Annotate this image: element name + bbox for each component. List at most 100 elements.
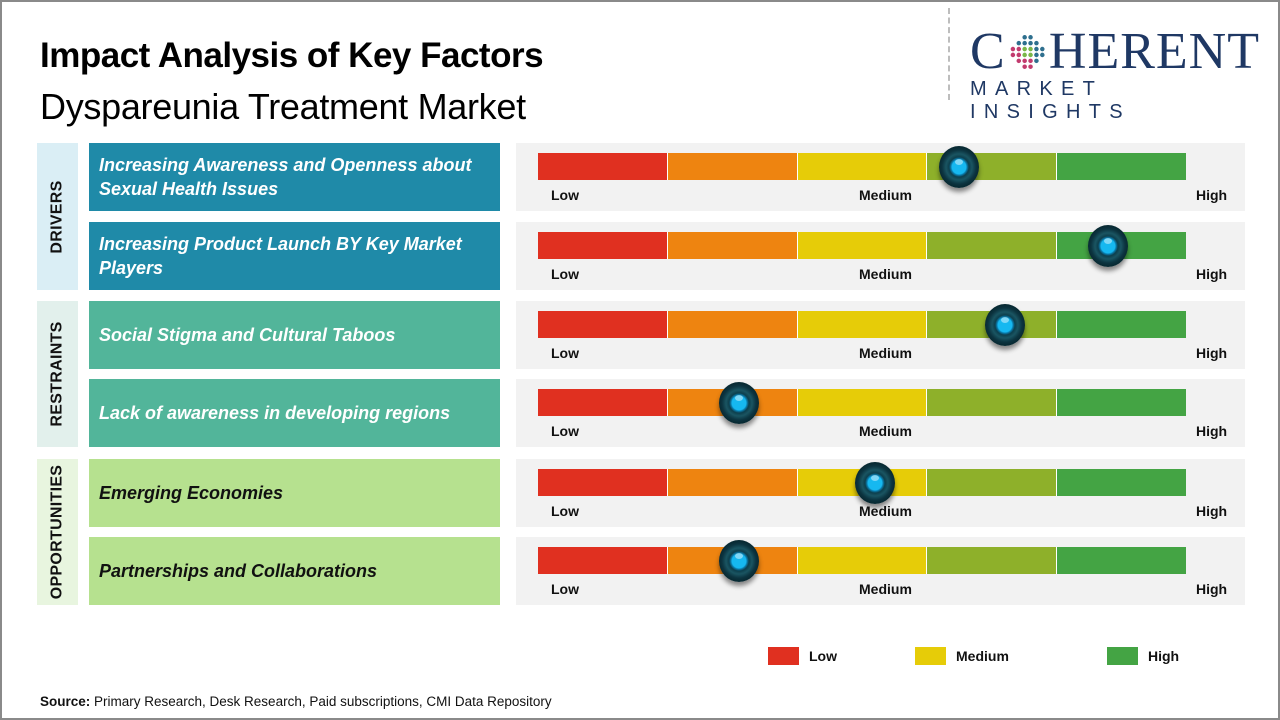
globe-dot [1016, 52, 1021, 58]
impact-gauge-panel: Low Medium High [516, 537, 1245, 605]
impact-gauge-panel: Low Medium High [516, 222, 1245, 290]
tick-label-low: Low [551, 266, 579, 282]
legend-swatch [1107, 647, 1138, 665]
scale-segment-4 [927, 232, 1058, 259]
scale-segment-1 [538, 469, 668, 496]
globe-dot [1027, 46, 1033, 52]
scale-segment-5 [1057, 153, 1186, 180]
impact-marker-knob [1088, 225, 1129, 267]
legend-label: Low [809, 648, 837, 664]
globe-dot [1027, 58, 1033, 64]
factor-label: Increasing Product Launch BY Key Market … [89, 222, 500, 290]
tick-label-medium: Medium [859, 345, 912, 361]
tick-label-low: Low [551, 423, 579, 439]
page-subtitle: Dyspareunia Treatment Market [40, 86, 526, 127]
scale-segment-3 [797, 547, 928, 574]
tick-label-medium: Medium [859, 503, 912, 519]
impact-gauge-panel: Low Medium High [516, 459, 1245, 527]
source-note: Source: Primary Research, Desk Research,… [40, 694, 552, 709]
tick-label-low: Low [551, 345, 579, 361]
logo-wordmark: C HERENT [970, 23, 1260, 80]
globe-dots-icon [1010, 35, 1045, 69]
tick-label-medium: Medium [859, 581, 912, 597]
logo-tagline: MARKET INSIGHTS [970, 78, 1131, 123]
legend-item-low: Low [768, 647, 837, 665]
globe-dot [1033, 40, 1039, 46]
factor-label: Increasing Awareness and Openness about … [89, 143, 500, 211]
scale-segment-1 [538, 389, 668, 416]
impact-marker-knob [984, 304, 1025, 346]
section-label-drivers: DRIVERS [37, 143, 78, 290]
impact-marker-knob [854, 462, 895, 504]
tick-label-high: High [1196, 266, 1228, 282]
impact-marker-knob [939, 146, 980, 188]
globe-dot [1027, 35, 1033, 40]
tick-label-medium: Medium [859, 423, 912, 439]
globe-dot [1022, 64, 1027, 69]
scale-segment-2 [667, 311, 798, 338]
globe-dot [1016, 40, 1021, 46]
globe-dot [1039, 46, 1045, 52]
impact-scale-bar [538, 389, 1186, 416]
scale-segment-1 [538, 232, 668, 259]
globe-dot [1033, 52, 1039, 58]
factor-label: Lack of awareness in developing regions [89, 379, 500, 447]
factor-label: Social Stigma and Cultural Taboos [89, 301, 500, 369]
globe-dot [1022, 58, 1027, 64]
section-label-text: DRIVERS [48, 179, 66, 254]
section-label-restraints: RESTRAINTS [37, 301, 78, 447]
globe-dot [1022, 40, 1027, 46]
section-label-opportunities: OPPORTUNITIES [37, 459, 78, 605]
logo-letter-c: C [970, 23, 1006, 80]
scale-segment-2 [667, 232, 798, 259]
globe-dot [1022, 35, 1027, 40]
company-logo: C HERENT MARKET INSIGHTS [970, 23, 1260, 124]
tick-label-high: High [1196, 187, 1228, 203]
globe-dot [1039, 52, 1045, 58]
tick-label-medium: Medium [859, 187, 912, 203]
scale-segment-3 [797, 153, 928, 180]
scale-segment-3 [797, 389, 928, 416]
scale-segment-3 [797, 311, 928, 338]
legend-swatch [768, 647, 799, 665]
legend-label: Medium [956, 648, 1009, 664]
tick-label-low: Low [551, 187, 579, 203]
scale-segment-4 [927, 389, 1058, 416]
globe-dot [1010, 52, 1015, 58]
impact-gauge-panel: Low Medium High [516, 379, 1245, 447]
factor-label: Emerging Economies [89, 459, 500, 527]
globe-dot [1016, 46, 1021, 52]
factor-label: Partnerships and Collaborations [89, 537, 500, 605]
legend-item-medium: Medium [915, 647, 1009, 665]
globe-dot [1010, 46, 1015, 52]
impact-scale-bar [538, 153, 1186, 180]
scale-segment-4 [927, 547, 1058, 574]
page-title: Impact Analysis of Key Factors [40, 36, 544, 75]
tick-label-high: High [1196, 423, 1228, 439]
globe-dot [1027, 64, 1033, 69]
legend-swatch [915, 647, 946, 665]
tick-label-medium: Medium [859, 266, 912, 282]
impact-marker-knob [718, 540, 759, 582]
tick-label-low: Low [551, 503, 579, 519]
globe-dot [1022, 46, 1027, 52]
impact-scale-bar [538, 311, 1186, 338]
scale-segment-5 [1057, 547, 1186, 574]
globe-dot [1033, 58, 1039, 64]
globe-dot [1027, 40, 1033, 46]
tick-label-high: High [1196, 581, 1228, 597]
scale-segment-3 [797, 232, 928, 259]
scale-segment-2 [667, 153, 798, 180]
legend-item-high: High [1107, 647, 1179, 665]
scale-segment-1 [538, 311, 668, 338]
impact-gauge-panel: Low Medium High [516, 301, 1245, 369]
scale-segment-4 [927, 469, 1058, 496]
globe-dot [1027, 52, 1033, 58]
scale-segment-1 [538, 153, 668, 180]
scale-segment-5 [1057, 389, 1186, 416]
source-text: Primary Research, Desk Research, Paid su… [90, 694, 552, 709]
section-label-text: RESTRAINTS [48, 321, 66, 427]
tick-label-high: High [1196, 345, 1228, 361]
tick-label-high: High [1196, 503, 1228, 519]
impact-gauge-panel: Low Medium High [516, 143, 1245, 211]
